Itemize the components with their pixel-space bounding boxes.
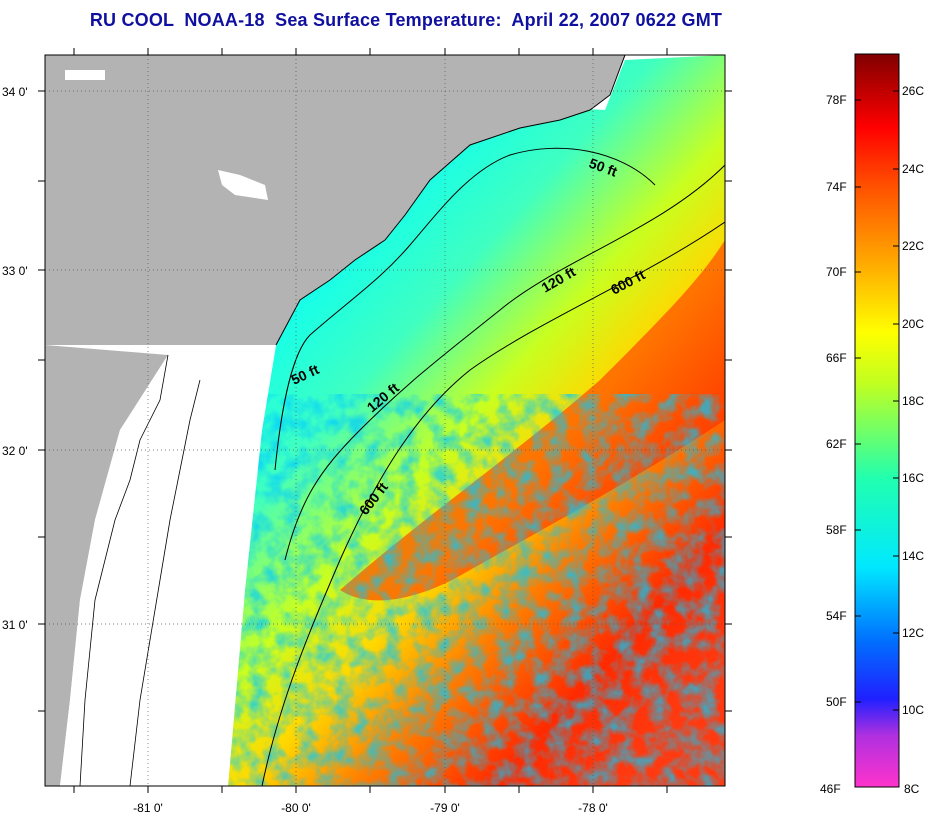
colorbar-c-label: 10C [902, 703, 924, 717]
colorbar-f-label: 62F [826, 437, 847, 451]
lat-label-34: 34 0' [2, 85, 28, 99]
colorbar-f-label: 70F [826, 265, 847, 279]
colorbar-f-label: 66F [826, 351, 847, 365]
contour-600ft [261, 221, 725, 786]
land-mass [45, 55, 625, 345]
inland-lake [65, 70, 105, 80]
colorbar-c-label: 16C [902, 471, 924, 485]
colorbar-f-label: 78F [826, 93, 847, 107]
colorbar-c-label: 24C [902, 162, 924, 176]
coastline-south [79, 354, 169, 786]
lat-label-31: 31 0' [2, 618, 28, 632]
colorbar-c-label: 26C [902, 84, 924, 98]
cloud-noise-patches [228, 430, 725, 786]
colorbar-f-label: 54F [826, 609, 847, 623]
colorbar: 78F 74F 70F 66F 62F 58F 54F 50F 46F 26C … [820, 53, 924, 796]
colorbar-c-label: 14C [902, 549, 924, 563]
inland-lake [218, 170, 268, 200]
colorbar-f-label: 74F [826, 180, 847, 194]
lon-label-81: -81 0' [133, 801, 163, 815]
contour-120ft [284, 164, 725, 561]
contour-50ft [274, 147, 656, 471]
coastline [275, 55, 626, 346]
plot-frame [44, 54, 726, 787]
lon-label-78: -78 0' [578, 801, 608, 815]
colorbar-f-label: 50F [826, 695, 847, 709]
colorbar-c-label: 18C [902, 394, 924, 408]
lat-label-32: 32 0' [2, 444, 28, 458]
no-data-region [60, 345, 276, 786]
colorbar-c-label: 12C [902, 626, 924, 640]
lon-label-79: -79 0' [430, 801, 460, 815]
colorbar-ramp [854, 53, 900, 788]
colorbar-c-label: 22C [902, 239, 924, 253]
lat-label-33: 33 0' [2, 264, 28, 278]
map-title: RU COOL NOAA-18 Sea Surface Temperature:… [89, 10, 723, 30]
colorbar-c-label: 8C [904, 782, 920, 796]
colorbar-c-label: 20C [902, 317, 924, 331]
lon-label-80: -80 0' [281, 801, 311, 815]
colorbar-f-label: 46F [820, 782, 841, 796]
graticule [45, 55, 725, 786]
land-mass-south [45, 345, 168, 786]
coastline-inner [129, 379, 201, 786]
colorbar-ticks [855, 90, 899, 711]
axis-ticks [38, 48, 732, 793]
colorbar-f-label: 58F [826, 523, 847, 537]
